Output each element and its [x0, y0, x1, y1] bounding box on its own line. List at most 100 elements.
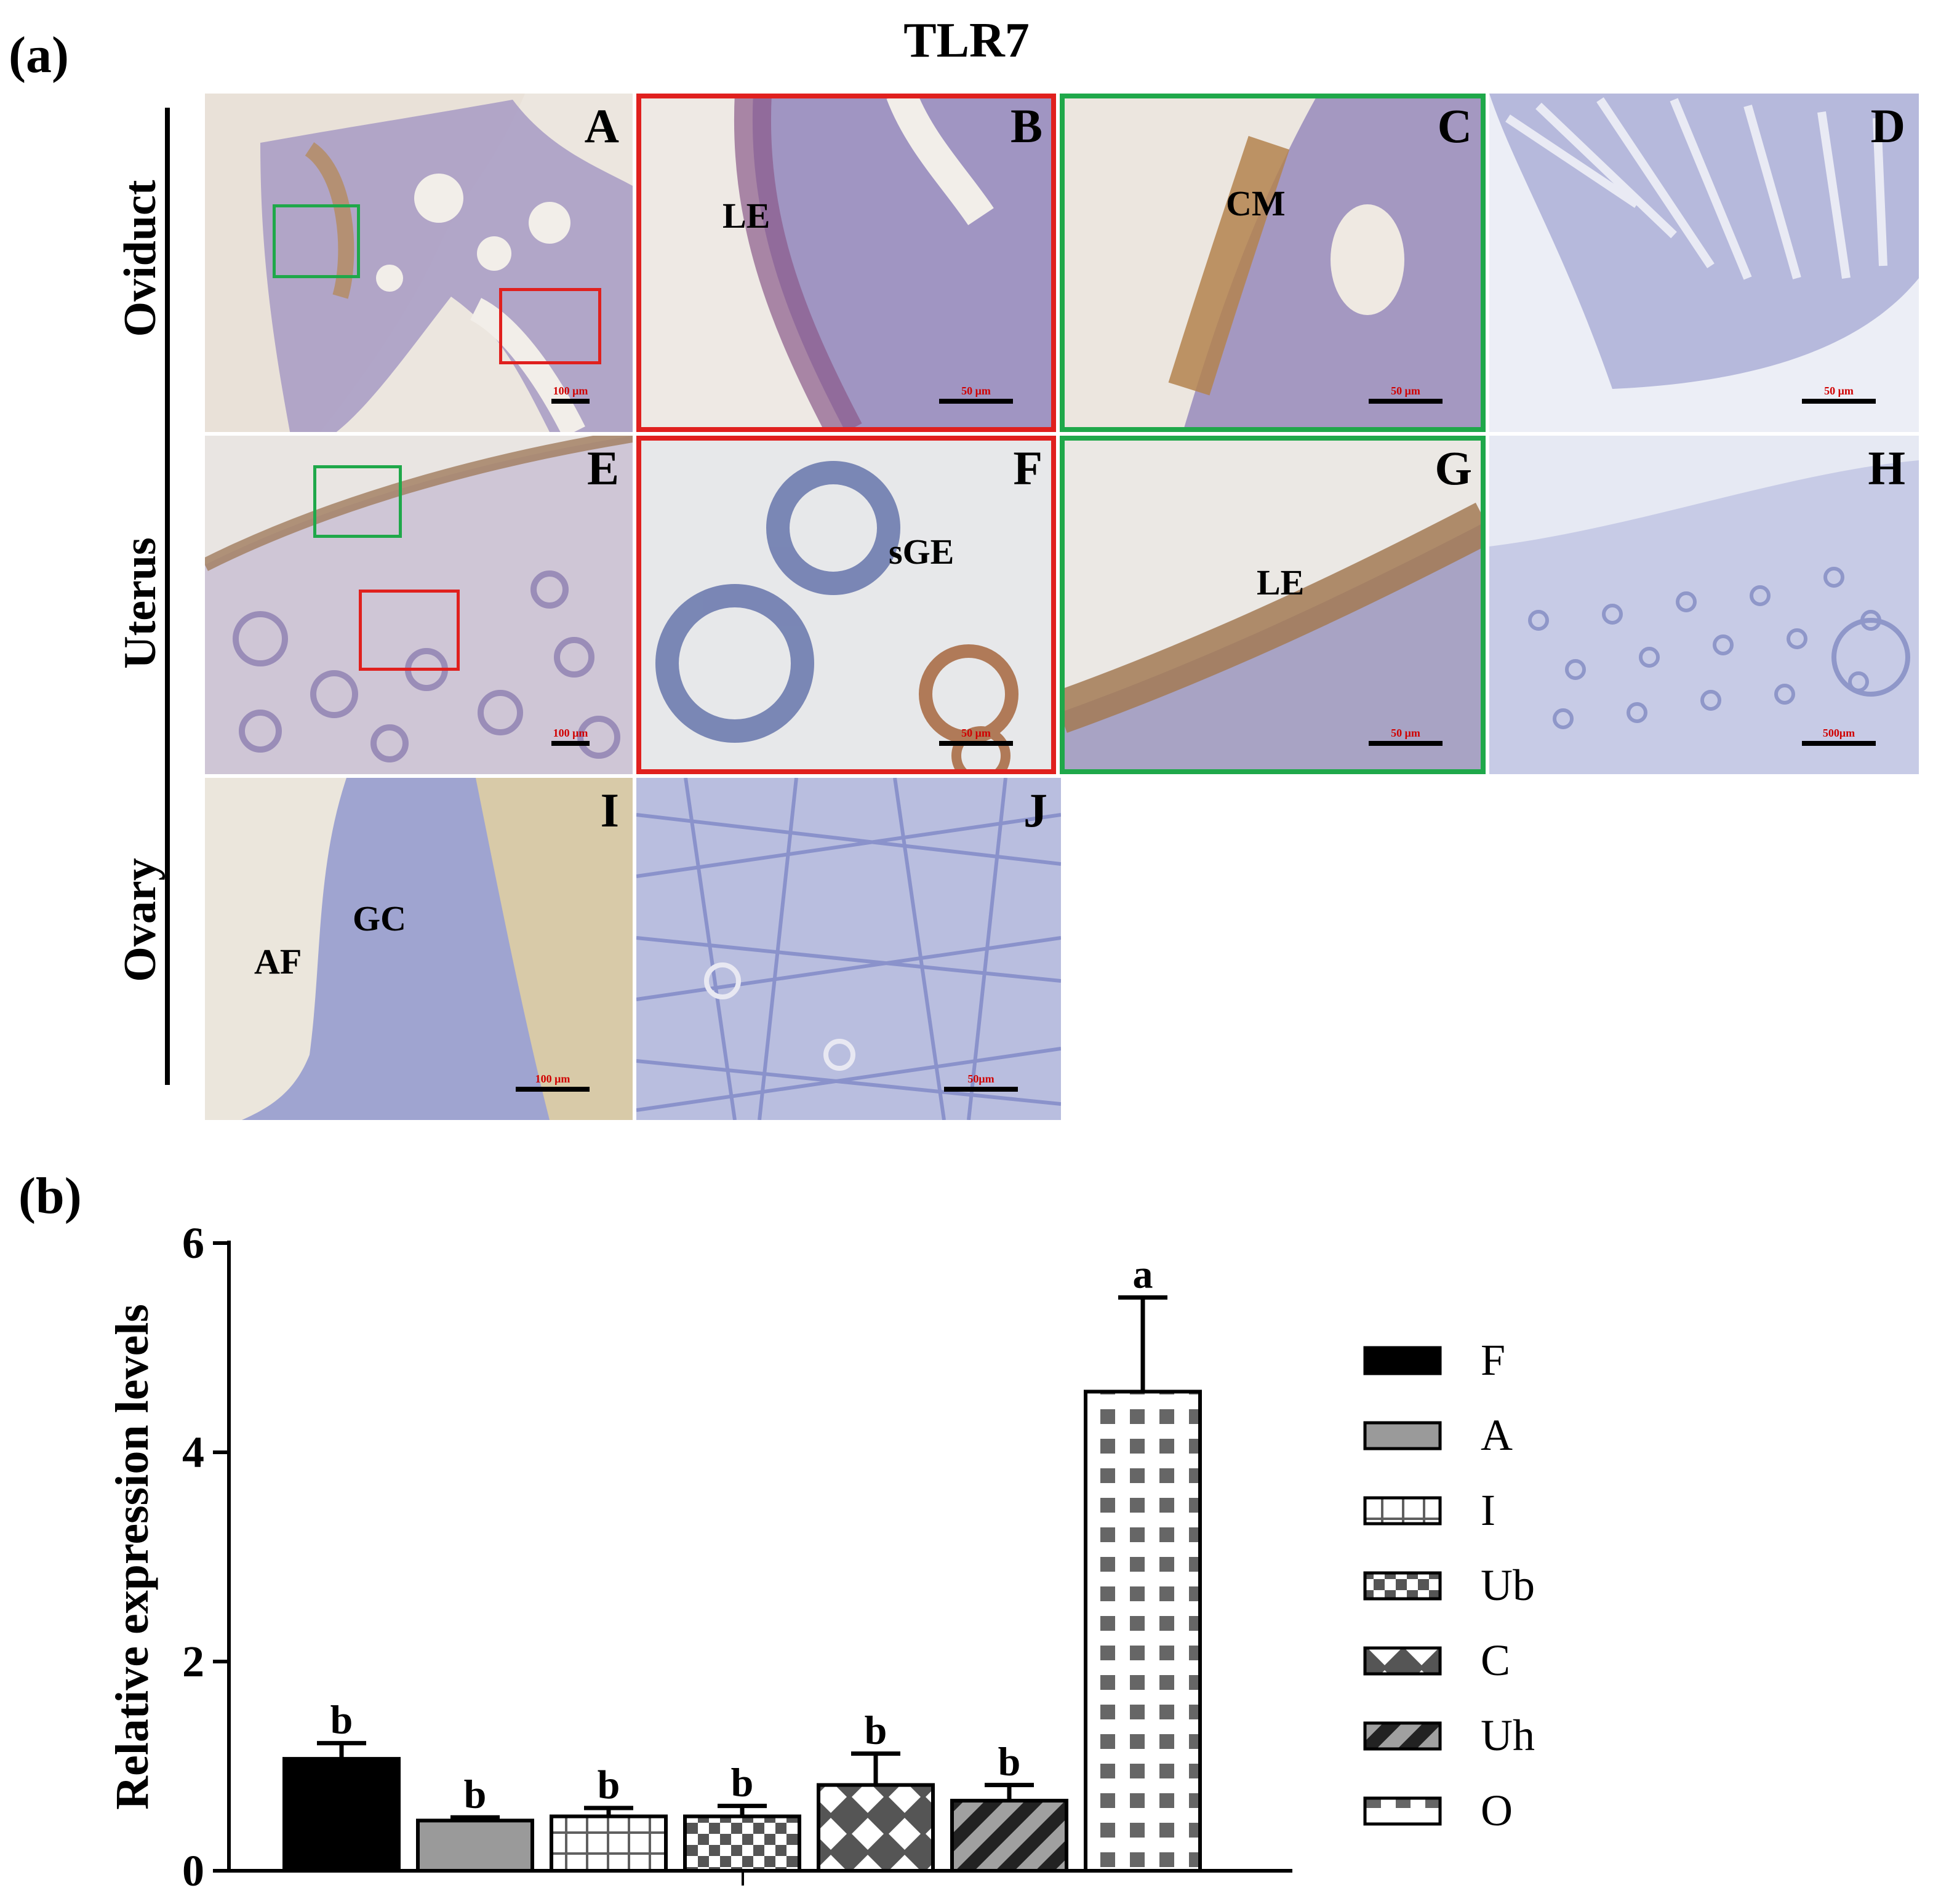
tissue-label-sge: sGE — [889, 532, 954, 572]
scale-bar — [551, 741, 590, 746]
tissue-illustration — [205, 436, 633, 774]
panel-letter-g: G — [1435, 441, 1472, 495]
tissue-label-gc: GC — [353, 898, 406, 938]
bar-o — [1084, 1390, 1202, 1873]
tissue-illustration — [1060, 502, 1486, 774]
tissue-illustration — [1168, 94, 1486, 432]
y-tick-label: 6 — [182, 1225, 204, 1268]
tissue-illustration — [655, 461, 1019, 774]
panel-letter-h: H — [1868, 441, 1905, 495]
y-tick-label: 4 — [182, 1428, 204, 1477]
tissue-label-cm: CM — [1226, 183, 1286, 223]
legend-swatch-uh — [1363, 1721, 1442, 1751]
bar-ub — [683, 1814, 801, 1873]
scale-bar — [1369, 741, 1443, 746]
part-b-label: (b) — [18, 1167, 82, 1225]
scale-bar-text: 100 μm — [535, 1073, 570, 1085]
tissue-illustration — [242, 778, 633, 1120]
scale-bar-text: 50 μm — [1824, 385, 1854, 397]
legend-swatch-a — [1363, 1421, 1442, 1450]
significance-label: b — [464, 1772, 487, 1817]
scale-bar-text: 100 μm — [553, 727, 588, 739]
bar-uh — [950, 1799, 1068, 1873]
tissue-label-le: LE — [1257, 562, 1305, 602]
scale-bar — [939, 741, 1013, 746]
tissue-label-le: LE — [722, 196, 770, 236]
micrograph-panel-j: J 50μm — [636, 778, 1061, 1120]
tissue-illustration — [734, 94, 1056, 432]
micrograph-panel-i: I AF GC 100 μm — [205, 778, 633, 1120]
scale-bar — [1802, 399, 1876, 404]
row-label-oviduct: Oviduct — [115, 180, 166, 337]
legend-swatch-ub — [1363, 1571, 1442, 1601]
bar-c — [817, 1783, 935, 1873]
significance-label: b — [865, 1708, 887, 1753]
panel-letter-e: E — [586, 441, 619, 495]
inset-red-box — [499, 288, 601, 364]
y-tick-label: 0 — [182, 1846, 204, 1895]
inset-green-box — [313, 465, 402, 538]
row-label-uterus: Uterus — [115, 537, 166, 669]
legend-label-i: I — [1481, 1486, 1495, 1535]
bar-a — [416, 1818, 534, 1873]
legend-swatch-c — [1363, 1646, 1442, 1676]
scale-bar — [1802, 741, 1876, 746]
significance-label: b — [598, 1762, 620, 1807]
row-label-ovary: Ovary — [115, 858, 166, 982]
tissue-illustration — [1489, 94, 1919, 389]
legend-label-c: C — [1481, 1636, 1510, 1685]
bar-f — [282, 1757, 401, 1873]
scale-bar-text: 50 μm — [1391, 727, 1420, 739]
y-axis-label: Relative expression levels — [106, 1304, 158, 1810]
legend-label-o: O — [1481, 1786, 1513, 1835]
micrograph-panel-a: A 100 μm — [205, 94, 633, 432]
significance-label: b — [330, 1698, 353, 1743]
micrograph-panel-d: D 50 μm — [1489, 94, 1919, 432]
panel-letter-f: F — [1013, 441, 1043, 495]
panel-letter-j: J — [1023, 783, 1047, 837]
row-divider-line — [165, 108, 170, 1085]
tissue-illustration — [636, 778, 1061, 1120]
figure-title: TLR7 — [903, 14, 1030, 68]
scale-bar-text: 50 μm — [1391, 385, 1420, 397]
legend-label-f: F — [1481, 1335, 1505, 1385]
panel-letter-i: I — [600, 783, 619, 837]
legend-label-a: A — [1481, 1410, 1513, 1460]
bar-i — [550, 1814, 668, 1873]
significance-label: b — [731, 1761, 754, 1806]
y-tick-label: 2 — [182, 1637, 204, 1686]
legend-swatch-o — [1363, 1796, 1442, 1826]
panel-letter-a: A — [584, 99, 619, 153]
legend-swatch-f — [1363, 1346, 1442, 1375]
scale-bar — [939, 399, 1013, 404]
legend-label-ub: Ub — [1481, 1561, 1535, 1610]
tissue-label-af: AF — [254, 942, 302, 982]
legend-swatch-i — [1363, 1496, 1442, 1526]
scale-bar-text: 50μm — [967, 1073, 995, 1085]
part-a-label: (a) — [9, 26, 69, 84]
panel-letter-b: B — [1010, 99, 1043, 153]
micrograph-panel-e: E 100 μm — [205, 436, 633, 774]
inset-green-box — [273, 204, 360, 278]
significance-label: a — [1133, 1252, 1153, 1297]
scale-bar — [516, 1087, 590, 1092]
inset-red-box — [359, 590, 460, 671]
micrograph-panel-g: G LE 50 μm — [1060, 436, 1486, 774]
tissue-illustration — [205, 94, 633, 432]
panel-letter-d: D — [1870, 99, 1905, 153]
bar-chart: 0 2 4 6 Relative expression levels b b b b b b a FAI… — [106, 1225, 1535, 1895]
scale-bar — [1369, 399, 1443, 404]
micrograph-panel-h: H 500μm — [1489, 436, 1919, 774]
scale-bar — [551, 399, 590, 404]
scale-bar-text: 100 μm — [553, 385, 588, 397]
scale-bar-text: 500μm — [1822, 727, 1855, 739]
micrograph-panel-c: C CM 50 μm — [1060, 94, 1486, 432]
significance-label: b — [998, 1740, 1021, 1785]
panel-letter-c: C — [1437, 99, 1472, 153]
legend-label-uh: Uh — [1481, 1711, 1535, 1760]
scale-bar-text: 50 μm — [961, 727, 991, 739]
tissue-illustration — [1489, 460, 1919, 774]
scale-bar — [944, 1087, 1018, 1092]
scale-bar-text: 50 μm — [961, 385, 991, 397]
